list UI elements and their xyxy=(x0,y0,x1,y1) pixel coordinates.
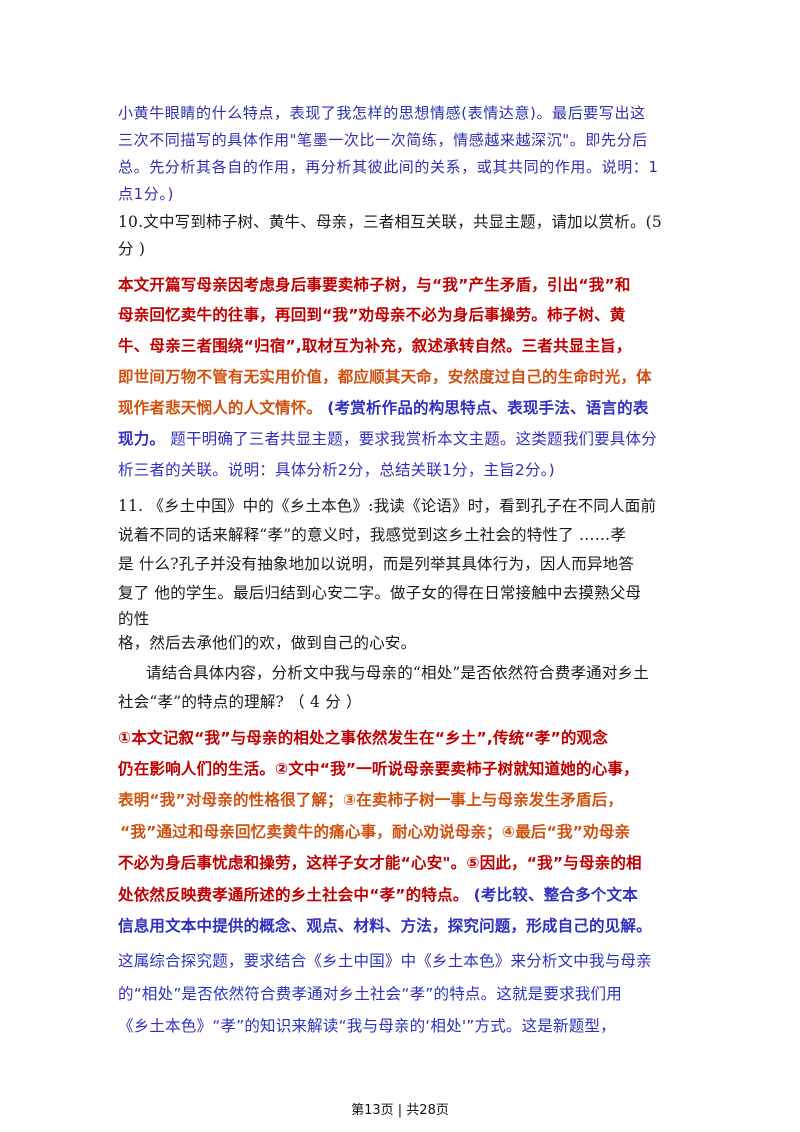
q10-answer-line-5: 现作者悲天悯人的人文情怀。 (考赏析作品的构思特点、表现手法、语言的表 xyxy=(118,398,649,418)
q11-question-line-1: 请结合具体内容，分析文中我与母亲的“相处”是否依然符合费孝通对乡土 xyxy=(146,664,649,682)
q11-answer-ending: 处依然反映费孝通所述的乡土社会中“孝”的特点。 xyxy=(118,886,469,904)
q11-note-heading: (考比较、整合多个文本 xyxy=(473,886,638,904)
q10-note-heading: (考赏析作品的构思特点、表现手法、语言的表 xyxy=(327,399,649,417)
q11-note-line-1: 这属综合探究题，要求结合《乡土中国》中《乡土本色》来分析文中我与母亲 xyxy=(118,952,652,970)
q10-answer-ending: 现作者悲天悯人的人文情怀。 xyxy=(118,399,323,417)
q10-note-line-1: 现力。 题干明确了三者共显主题，要求我赏析本文主题。这类题我们要具体分 xyxy=(118,429,657,449)
q9-note-line-1: 小黄牛眼睛的什么特点，表现了我怎样的思想情感(表情达意)。最后要写出这 xyxy=(118,104,646,122)
q11-note-heading-line: 信息用文本中提供的概念、观点、材料、方法，探究问题，形成自己的见解。 xyxy=(118,917,652,935)
page-number-footer: 第13页 | 共28页 xyxy=(351,1103,449,1118)
q10-answer-line-1: 本文开篇写母亲因考虑身后事要卖柿子树，与“我”产生矛盾，引出“我”和 xyxy=(118,276,631,294)
q11-answer-line-3: 表明“我”对母亲的性格很了解；③在卖柿子树一事上与母亲发生矛盾后， xyxy=(118,791,624,809)
q11-stem-line-6: 格，然后去承他们的欢，做到自己的心安。 xyxy=(118,634,417,652)
q10-question-line-2: 分 ) xyxy=(118,240,146,258)
q9-note-line-3: 总。先分析其各自的作用，再分析其彼此间的关系，或其共同的作用。说明：1 xyxy=(118,158,659,176)
q9-note-line-2: 三次不同描写的具体作用"笔墨一次比一次简练，情感越来越深沉"。即先分后 xyxy=(118,131,648,149)
q11-answer-line-4: “我”通过和母亲回忆卖黄牛的痛心事，耐心劝说母亲；④最后“我”劝母亲 xyxy=(120,823,631,841)
q11-note-line-2: 的“相处”是否依然符合费孝通对乡土社会“孝”的特点。这就是要求我们用 xyxy=(118,985,622,1003)
q10-question-line-1: 10.文中写到柿子树、黄牛、母亲，三者相互关联，共显主题，请加以赏析。(5 xyxy=(118,213,662,231)
q9-note-line-4: 点1分。) xyxy=(118,185,174,203)
q11-stem-line-3: 是 什么?孔子并没有抽象地加以说明，而是列举其具体行为，因人而异地答 xyxy=(118,555,635,573)
q10-note-heading-end: 现力。 xyxy=(118,430,166,448)
q11-answer-line-1: ①本文记叙“我”与母亲的相处之事依然发生在“乡土”,传统“孝”的观念 xyxy=(118,729,608,747)
q11-question-line-2: 社会“孝”的特点的理解? （ 4 分 ） xyxy=(118,693,362,711)
q10-answer-line-2: 母亲回忆卖牛的往事，再回到“我”劝母亲不必为身后事操劳。柿子树、黄 xyxy=(118,306,626,324)
q11-stem-line-4: 复了 他的学生。最后归结到心安二字。做子女的得在日常接触中去摸熟父母 xyxy=(118,584,642,602)
q11-stem-line-1: 11. 《乡土中国》中的《乡土本色》:我读《论语》时，看到孔子在不同人面前 xyxy=(118,497,657,515)
q11-answer-line-2: 仍在影响人们的生活。②文中“我”一听说母亲要卖柿子树就知道她的心事， xyxy=(118,760,639,778)
q11-answer-line-5: 不必为身后事忧虑和操劳，这样子女才能“心安"。⑤因此，“我”与母亲的相 xyxy=(118,854,642,872)
q11-stem-line-5: 的性 xyxy=(118,610,150,628)
q10-note-line-2: 析三者的关联。说明：具体分析2分，总结关联1分，主旨2分。) xyxy=(118,461,555,479)
q10-answer-line-4: 即世间万物不管有无实用价值，都应顺其天命，安然度过自己的生命时光，体 xyxy=(118,368,652,386)
q10-answer-line-3: 牛、母亲三者围绕“归宿”,取材互为补充，叙述承转自然。三者共显主旨， xyxy=(118,337,632,355)
q11-note-line-3: 《乡土本色》“孝”的知识来解读“我与母亲的‘相处'”方式。这是新题型， xyxy=(118,1017,616,1035)
q11-answer-line-6: 处依然反映费孝通所述的乡土社会中“孝”的特点。 (考比较、整合多个文本 xyxy=(118,885,638,905)
q11-stem-line-2: 说着不同的话来解释“孝”的意义时，我感觉到这乡土社会的特性了 ……孝 xyxy=(118,526,627,544)
q10-note-text: 题干明确了三者共显主题，要求我赏析本文主题。这类题我们要具体分 xyxy=(170,430,657,448)
